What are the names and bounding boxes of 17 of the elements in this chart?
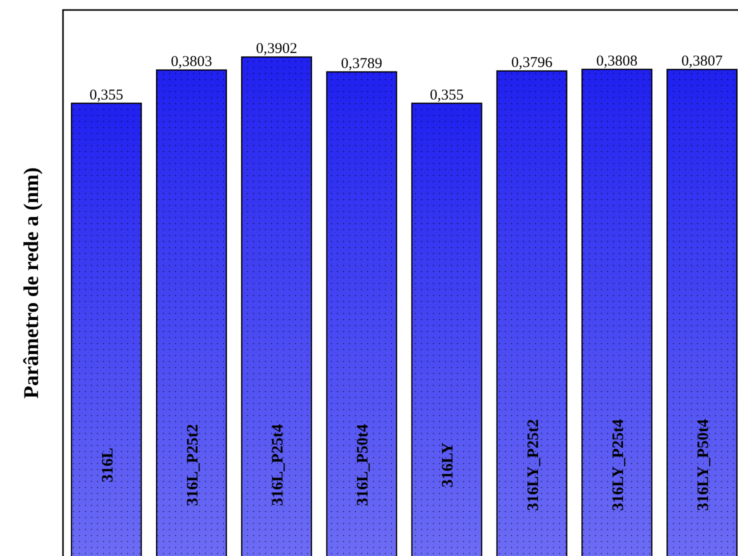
data-label: 0,3789 bbox=[341, 56, 382, 72]
x-tick-label: 316L_P25t2 bbox=[184, 424, 202, 506]
data-label: 0,3902 bbox=[256, 41, 298, 57]
x-tick-label: 316LY_P25t4 bbox=[610, 419, 627, 511]
x-tick-label: 316LY_P25t2 bbox=[524, 419, 542, 511]
data-label: 0,355 bbox=[430, 87, 464, 104]
data-label: 0,3803 bbox=[170, 54, 212, 70]
x-tick-label: 316LY_P50t4 bbox=[695, 419, 712, 511]
data-label: 0,3808 bbox=[596, 53, 638, 70]
y-axis-title: Parâmetro de rede a (nm) bbox=[19, 167, 43, 399]
data-label: 0,3807 bbox=[681, 53, 724, 70]
data-label: 0,3796 bbox=[511, 54, 553, 71]
data-label: 0,355 bbox=[90, 87, 124, 104]
x-tick-label: 316L_P50t4 bbox=[354, 424, 372, 506]
x-tick-label: 316L_P25t4 bbox=[270, 424, 287, 506]
x-tick-label: 316LY bbox=[440, 442, 457, 488]
x-tick-label: 316L bbox=[99, 448, 116, 482]
